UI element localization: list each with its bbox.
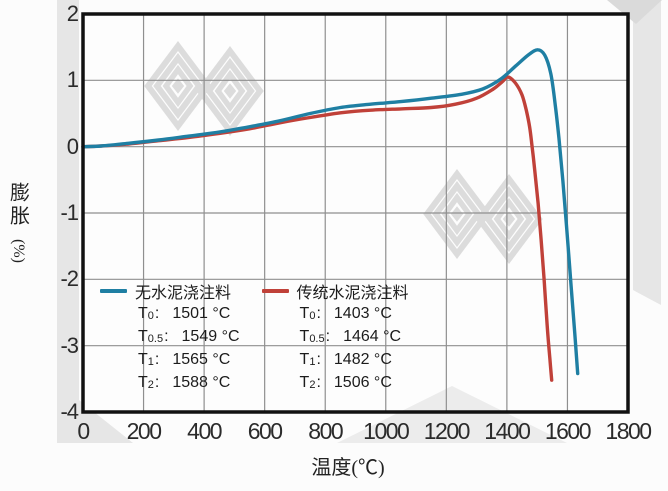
y-tick-label: -1 <box>60 200 79 225</box>
legend-t-row: T 0:1403 °C <box>299 304 392 322</box>
legend-t-row: T 2:1588 °C <box>138 373 231 391</box>
gridlines <box>83 14 628 412</box>
bg-top-right-notch <box>607 0 662 24</box>
legend-label: 无水泥浇注料 <box>135 285 232 302</box>
x-tick-label: 400 <box>187 418 222 444</box>
series-lines <box>81 48 580 382</box>
t-value: 1403 °C <box>333 304 392 322</box>
legend-t-row: T 0.5:1549 °C <box>138 327 240 345</box>
t-colon: : <box>164 327 169 345</box>
legend-swatch-traditional <box>261 289 289 293</box>
bg-bottom-triangle <box>337 386 567 443</box>
background-watermark-shapes <box>57 0 662 443</box>
t-value: 1506 °C <box>333 373 392 391</box>
x-tick-label: 1200 <box>423 418 471 444</box>
legend-t-row: T 1:1482 °C <box>299 350 392 368</box>
legend-rows: T 0:1501 °C T 0.5:1549 °C T 1:1565 °C T 2:1588 … <box>138 302 240 394</box>
bg-left-band <box>57 0 133 443</box>
y-axis-title-text: 膨胀 <box>6 182 29 228</box>
t-colon: : <box>154 350 160 368</box>
t-base: T <box>138 304 148 322</box>
t-colon: : <box>154 373 160 391</box>
t-base: T <box>299 304 310 322</box>
legend-t-row: T 0.5:1464 °C <box>299 327 402 345</box>
legend: 无水泥浇注料 T 0:1501 °C T 0.5:1549 °C T 1:1565 °C T… <box>100 280 409 394</box>
y-tick-label: -2 <box>60 266 79 292</box>
x-tick-label: 600 <box>247 418 283 444</box>
t-colon: : <box>325 327 331 345</box>
t-colon: : <box>154 304 160 322</box>
legend-head: 传统水泥浇注料 <box>261 280 409 302</box>
t-value: 1549 °C <box>181 327 240 345</box>
legend-entry-cement-free: 无水泥浇注料 T 0:1501 °C T 0.5:1549 °C T 1:1565 °C T… <box>100 280 240 394</box>
legend-swatch-cement-free <box>100 289 127 293</box>
x-tick-label: 1000 <box>363 418 410 444</box>
t-base: T <box>299 350 310 368</box>
legend-label: 传统水泥浇注料 <box>296 285 409 302</box>
x-tick-label: 1800 <box>605 418 652 444</box>
t-value: 1565 °C <box>172 350 231 368</box>
y-tick-label: 0 <box>66 133 79 159</box>
t-value: 1588 °C <box>172 373 231 391</box>
t-colon: : <box>316 350 321 368</box>
y-tick-label: -3 <box>60 332 79 358</box>
series-line-1 <box>81 48 580 376</box>
t-value: 1464 °C <box>343 327 402 345</box>
x-tick-label: 1600 <box>544 418 592 444</box>
y-tick-label: -4 <box>60 399 79 424</box>
y-axis-title: 膨胀 (%) <box>4 182 32 263</box>
t-value: 1482 °C <box>333 350 392 368</box>
t-base: T <box>138 373 148 391</box>
t-base: T <box>299 327 310 345</box>
y-tick-label: 1 <box>66 67 79 93</box>
t-base: T <box>299 373 310 391</box>
x-tick-label: 1400 <box>484 418 531 444</box>
x-tick-label: 200 <box>126 418 162 444</box>
legend-entry-traditional: 传统水泥浇注料 T 0:1403 °C T 0.5:1464 °C T 1:1482 °C… <box>261 280 409 394</box>
t-base: T <box>138 327 148 345</box>
x-axis-title: 温度(℃) <box>311 457 385 479</box>
t-colon: : <box>316 373 321 391</box>
legend-rows: T 0:1403 °C T 0.5:1464 °C T 1:1482 °C T 2:1506 … <box>300 302 409 394</box>
plot-border <box>81 12 630 414</box>
y-tick-label: 2 <box>66 1 79 26</box>
bg-right-band <box>633 0 661 305</box>
legend-t-row: T 2:1506 °C <box>299 373 392 391</box>
legend-t-row: T 0:1501 °C <box>138 304 231 322</box>
t-value: 1501 °C <box>172 304 231 322</box>
y-axis-unit: (%) <box>9 239 27 263</box>
legend-t-row: T 1:1565 °C <box>138 350 231 368</box>
legend-head: 无水泥浇注料 <box>100 280 240 302</box>
t-base: T <box>138 350 148 368</box>
x-tick-label: 0 <box>77 418 90 444</box>
x-tick-label: 800 <box>308 418 343 444</box>
t-colon: : <box>316 304 321 322</box>
